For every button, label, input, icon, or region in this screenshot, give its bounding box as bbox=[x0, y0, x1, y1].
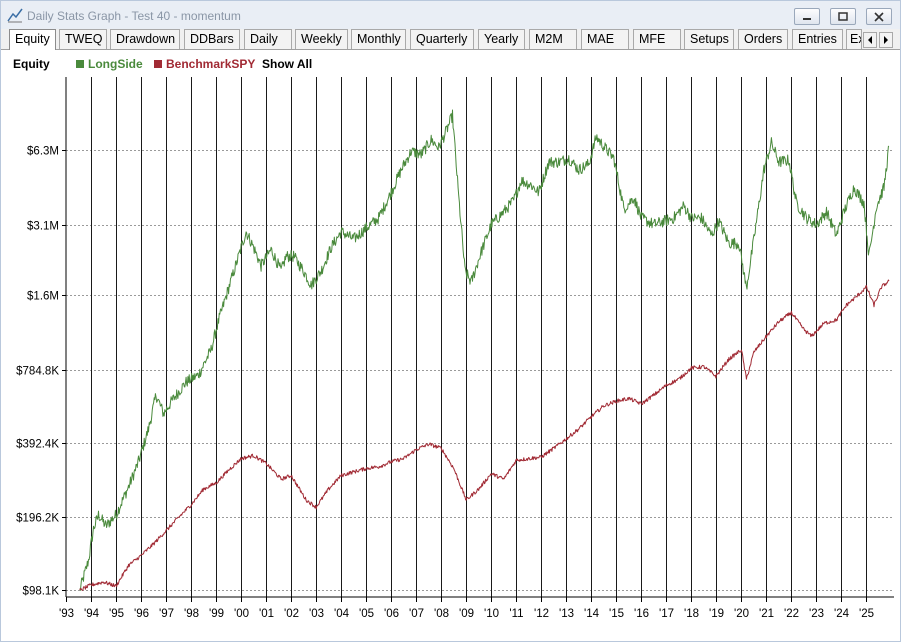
x-tick-label: '20 bbox=[734, 608, 749, 620]
tab-mae[interactable]: MAE bbox=[581, 29, 629, 49]
y-tick-label: $196.2K bbox=[16, 513, 59, 525]
x-tick-label: '16 bbox=[634, 608, 649, 620]
x-tick-label: '19 bbox=[709, 608, 724, 620]
tab-ddbars[interactable]: DDBars bbox=[184, 29, 240, 49]
tab-scroll-left-button[interactable] bbox=[863, 32, 877, 48]
x-tick-label: '94 bbox=[84, 608, 100, 620]
window-title: Daily Stats Graph - Test 40 - momentum bbox=[27, 9, 241, 23]
series-line-benchmarkspy bbox=[79, 279, 890, 591]
minimize-button[interactable] bbox=[794, 8, 820, 25]
tab-yearly[interactable]: Yearly bbox=[478, 29, 525, 49]
x-tick-label: '11 bbox=[509, 608, 523, 620]
x-tick-label: '22 bbox=[784, 608, 799, 620]
arrow-right-icon bbox=[884, 36, 888, 44]
tab-scroll-right-button[interactable] bbox=[879, 32, 893, 48]
tab-drawdown[interactable]: Drawdown bbox=[110, 29, 180, 49]
tab-mfe[interactable]: MFE bbox=[633, 29, 681, 49]
x-tick-label: '10 bbox=[484, 608, 499, 620]
x-tick-label: '97 bbox=[159, 608, 174, 620]
x-tick-label: '04 bbox=[334, 608, 350, 620]
x-tick-label: '12 bbox=[534, 608, 549, 620]
x-tick-label: '23 bbox=[809, 608, 824, 620]
legend-swatch-benchmarkspy bbox=[154, 60, 162, 68]
y-tick-label: $3.1M bbox=[27, 221, 59, 233]
maximize-icon bbox=[838, 12, 848, 21]
legend-item-longside[interactable]: LongSide bbox=[88, 57, 143, 71]
tab-orders[interactable]: Orders bbox=[738, 29, 788, 49]
arrow-left-icon bbox=[868, 36, 872, 44]
x-tick-label: '25 bbox=[859, 608, 874, 620]
x-tick-label: '09 bbox=[459, 608, 474, 620]
close-button[interactable] bbox=[866, 8, 892, 25]
tab-bar: Equity TWEQ Drawdown DDBars Daily Weekly… bbox=[1, 29, 900, 50]
tab-entries[interactable]: Entries bbox=[792, 29, 843, 49]
equity-chart: $98.1K $196.2K $392.4K $784.8K $1.6M $3.1M $6.… bbox=[16, 77, 894, 620]
x-tick-label: '01 bbox=[259, 608, 274, 620]
tab-equity[interactable]: Equity bbox=[9, 29, 56, 50]
x-tick-label: '14 bbox=[584, 608, 600, 620]
x-tick-label: '07 bbox=[409, 608, 424, 620]
x-tick-label: '13 bbox=[559, 608, 574, 620]
chart-legend: Equity LongSide BenchmarkSPY Show All bbox=[1, 51, 900, 75]
y-tick-label: $6.3M bbox=[27, 146, 59, 158]
axis-layer: $98.1K $196.2K $392.4K $784.8K $1.6M $3.1M $6.… bbox=[16, 77, 894, 620]
x-tick-label: '96 bbox=[134, 608, 149, 620]
x-tick-label: '24 bbox=[834, 608, 850, 620]
tab-tweq[interactable]: TWEQ bbox=[59, 29, 107, 49]
maximize-button[interactable] bbox=[830, 8, 856, 25]
tab-exits[interactable]: Ex bbox=[846, 29, 862, 49]
tab-setups[interactable]: Setups bbox=[684, 29, 734, 49]
legend-show-all[interactable]: Show All bbox=[262, 57, 313, 71]
title-bar[interactable]: Daily Stats Graph - Test 40 - momentum bbox=[1, 1, 900, 31]
series-layer bbox=[79, 109, 890, 591]
x-tick-label: '99 bbox=[209, 608, 224, 620]
x-tick-label: '05 bbox=[359, 608, 374, 620]
x-tick-label: '21 bbox=[759, 608, 774, 620]
close-icon bbox=[874, 11, 884, 22]
y-tick-label: $392.4K bbox=[16, 439, 59, 451]
series-line-longside bbox=[79, 109, 890, 591]
x-tick-label: '95 bbox=[109, 608, 124, 620]
y-tick-label: $784.8K bbox=[16, 366, 59, 378]
tab-quarterly[interactable]: Quarterly bbox=[410, 29, 474, 49]
x-tick-label: '06 bbox=[384, 608, 399, 620]
x-tick-label: '93 bbox=[59, 608, 74, 620]
minimize-icon bbox=[803, 17, 811, 20]
x-tick-label: '18 bbox=[684, 608, 699, 620]
tab-monthly[interactable]: Monthly bbox=[351, 29, 406, 49]
x-tick-label: '00 bbox=[234, 608, 249, 620]
tab-weekly[interactable]: Weekly bbox=[295, 29, 348, 49]
x-tick-label: '03 bbox=[309, 608, 324, 620]
x-tick-label: '17 bbox=[659, 608, 674, 620]
graph-app-icon bbox=[7, 8, 23, 23]
legend-swatch-longside bbox=[76, 60, 84, 68]
legend-title: Equity bbox=[13, 57, 50, 71]
y-tick-label: $98.1K bbox=[23, 586, 60, 598]
x-tick-label: '02 bbox=[284, 608, 299, 620]
legend-item-benchmarkspy[interactable]: BenchmarkSPY bbox=[166, 57, 256, 71]
x-tick-label: '98 bbox=[184, 608, 199, 620]
grid-layer bbox=[66, 77, 894, 597]
y-tick-label: $1.6M bbox=[27, 291, 59, 303]
x-tick-label: '15 bbox=[609, 608, 624, 620]
tab-m2m[interactable]: M2M bbox=[529, 29, 577, 49]
tab-daily[interactable]: Daily bbox=[244, 29, 292, 49]
x-tick-label: '08 bbox=[434, 608, 449, 620]
